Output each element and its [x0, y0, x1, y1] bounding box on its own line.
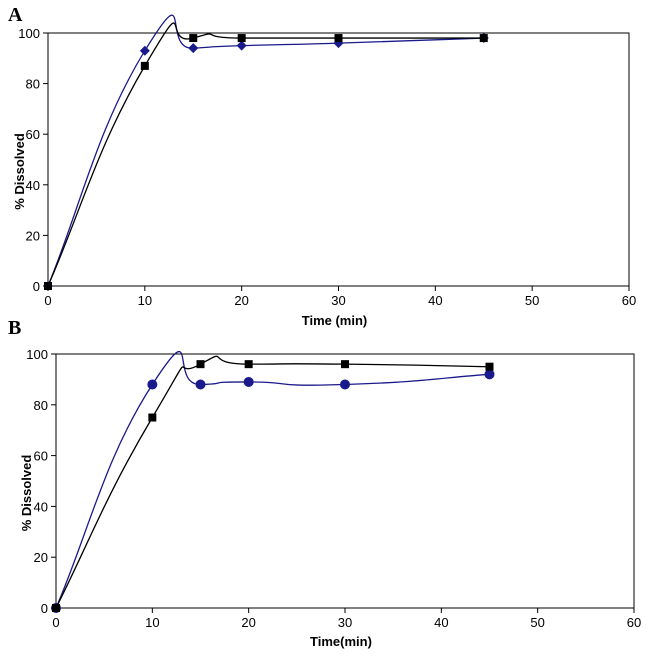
data-point — [148, 413, 157, 422]
plot-area — [47, 32, 630, 287]
data-point — [243, 376, 254, 387]
x-tick-label: 40 — [428, 293, 442, 308]
chart-panel-b: B 0 20 40 60 80 100 0 10 20 30 40 50 60 Time(min) % Dis… — [8, 317, 641, 649]
y-tick-label: 60 — [26, 127, 40, 142]
x-axis-title: Time(min) — [310, 634, 372, 649]
y-tick-label: 20 — [34, 550, 48, 565]
data-point — [189, 34, 198, 43]
panel-label: A — [8, 4, 23, 26]
y-tick-label: 100 — [26, 347, 48, 362]
data-point — [484, 369, 495, 380]
panel-label: B — [8, 317, 21, 339]
series-square — [52, 355, 494, 612]
y-tick-label: 40 — [26, 178, 40, 193]
y-tick-label: 0 — [41, 601, 48, 616]
data-point — [196, 360, 205, 369]
series-circle — [51, 350, 495, 613]
chart-panel-a: A 0 20 40 60 80 100 0 10 20 30 40 50 60 Time (min) % Di… — [8, 4, 636, 328]
x-tick-label: 40 — [434, 615, 448, 630]
data-point — [52, 604, 60, 612]
x-tick-label: 20 — [234, 293, 248, 308]
y-axis-title: % Dissolved — [19, 455, 34, 532]
data-point — [341, 360, 349, 369]
x-tick-label: 30 — [338, 615, 352, 630]
x-tick-label: 0 — [52, 615, 59, 630]
data-point — [244, 360, 253, 369]
x-tick-label: 50 — [530, 615, 544, 630]
x-tick-label: 50 — [525, 293, 539, 308]
data-point — [44, 282, 52, 290]
y-tick-label: 100 — [18, 26, 40, 41]
data-point — [236, 40, 247, 51]
y-tick-label: 0 — [33, 279, 40, 294]
x-tick-label: 20 — [241, 615, 255, 630]
data-point — [139, 45, 150, 56]
series-square — [44, 22, 488, 290]
data-point — [195, 379, 206, 390]
data-point — [147, 379, 158, 390]
x-tick-label: 10 — [138, 293, 152, 308]
data-point — [340, 379, 350, 390]
y-tick-label: 40 — [34, 499, 48, 514]
x-tick-label: 60 — [627, 615, 641, 630]
plot-area — [55, 353, 635, 609]
x-tick-label: 10 — [145, 615, 159, 630]
data-point — [188, 43, 199, 54]
y-axis-title: % Dissolved — [12, 133, 27, 210]
data-point — [485, 362, 494, 371]
data-point — [479, 34, 488, 43]
series-line — [55, 355, 490, 609]
y-tick-label: 80 — [34, 398, 48, 413]
x-axis-title: Time (min) — [302, 313, 368, 328]
series-line — [47, 22, 484, 287]
data-point — [140, 61, 149, 70]
y-tick-label: 80 — [26, 77, 40, 92]
data-point — [237, 34, 246, 43]
x-tick-label: 30 — [331, 293, 345, 308]
data-point — [334, 34, 343, 43]
series-line — [47, 14, 484, 287]
x-tick-label: 60 — [622, 293, 636, 308]
series-line — [55, 350, 490, 609]
series-diamond — [43, 14, 489, 291]
y-tick-label: 60 — [34, 449, 48, 464]
y-tick-label: 20 — [26, 228, 40, 243]
x-tick-label: 0 — [44, 293, 51, 308]
